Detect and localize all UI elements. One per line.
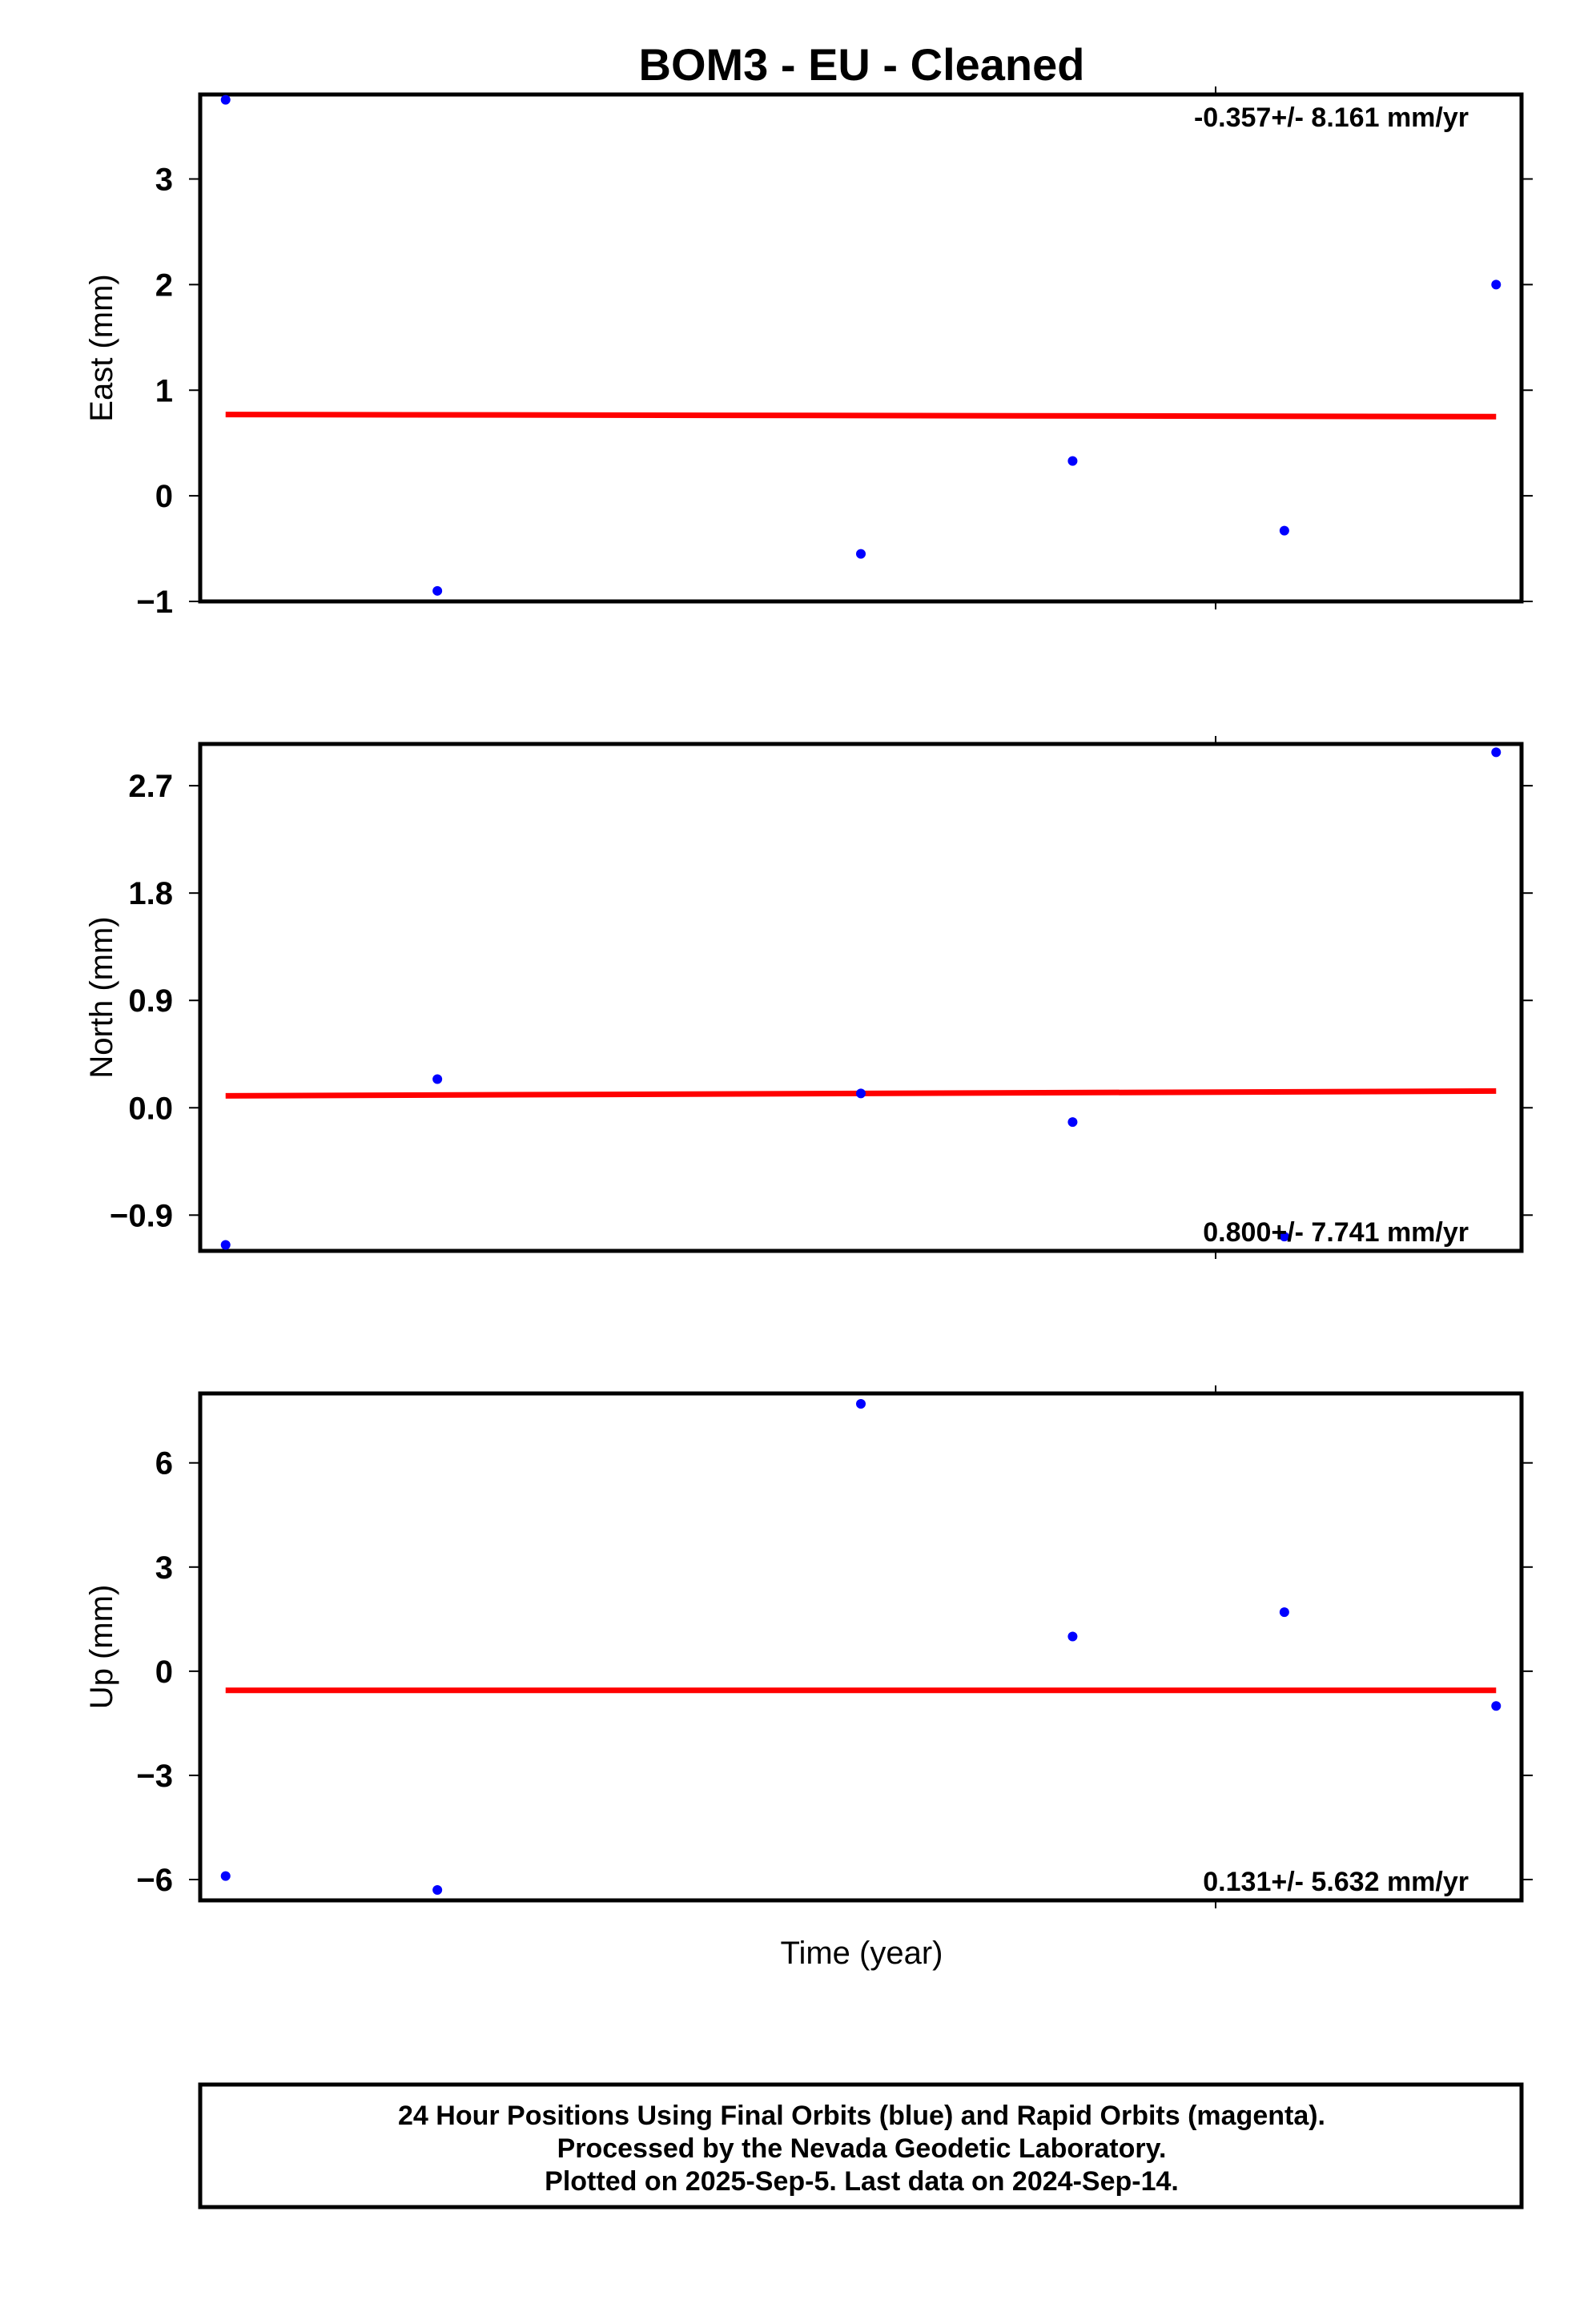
east-y-axis-label: East (mm): [84, 274, 119, 421]
footer-line-2: Processed by the Nevada Geodetic Laborat…: [557, 2133, 1167, 2164]
up-rate-annotation: 0.131+/- 5.632 mm/yr: [1203, 1867, 1469, 1897]
east-data-point: [1067, 456, 1078, 466]
east-data-point: [1279, 525, 1289, 536]
north-y-tick-label: 2.7: [128, 769, 173, 804]
east-y-tick-label: 1: [155, 373, 173, 408]
up-data-point: [1491, 1701, 1502, 1711]
north-y-tick-label: 1.8: [128, 876, 173, 911]
x-axis-label: Time (year): [781, 1936, 943, 1971]
north-y-axis-label: North (mm): [84, 916, 119, 1078]
north-data-point: [220, 1240, 231, 1250]
north-y-tick-label: 0.0: [128, 1091, 173, 1126]
up-y-tick-label: −6: [136, 1863, 173, 1898]
north-data-point: [1279, 1232, 1289, 1242]
up-y-axis-label: Up (mm): [84, 1585, 119, 1710]
footer-line-1: 24 Hour Positions Using Final Orbits (bl…: [398, 2101, 1325, 2131]
east-data-point: [432, 585, 443, 596]
up-data-point: [856, 1399, 866, 1409]
north-data-point: [1491, 747, 1502, 758]
up-y-tick-label: 0: [155, 1655, 173, 1690]
up-y-tick-label: −3: [136, 1759, 173, 1794]
up-data-point: [1067, 1631, 1078, 1642]
east-y-tick-label: 2: [155, 267, 173, 303]
footer-box: [198, 2082, 1524, 2209]
east-frame: [198, 92, 1524, 604]
north-y-tick-label: 0.9: [128, 983, 173, 1019]
up-data-point: [220, 1871, 231, 1881]
footer-line-3: Plotted on 2025-Sep-5. Last data on 2024…: [545, 2166, 1179, 2197]
east-trend-line: [225, 412, 1497, 420]
up-data-point: [1279, 1607, 1289, 1618]
east-rate-annotation: -0.357+/- 8.161 mm/yr: [1194, 103, 1469, 133]
east-y-tick-label: 0: [155, 479, 173, 514]
up-y-tick-label: 6: [155, 1446, 173, 1482]
north-frame: [198, 742, 1524, 1253]
north-rate-annotation: 0.800+/- 7.741 mm/yr: [1203, 1217, 1469, 1248]
up-panel: −6 −3 0 3 6 Up (mm) 0.131+/- 5.632 mm/yr: [84, 1385, 1533, 1908]
up-frame: [198, 1391, 1524, 1903]
figure-title: BOM3 - EU - Cleaned: [639, 39, 1085, 90]
north-data-point: [856, 1088, 866, 1099]
north-data-point: [1067, 1117, 1078, 1128]
east-data-point: [1491, 279, 1502, 290]
up-y-tick-label: 3: [155, 1550, 173, 1586]
north-panel: −0.9 0.0 0.9 1.8 2.7 North (mm) 0.800+/- 7.741…: [84, 736, 1533, 1259]
panels: −1 0 1 2 3 East (mm) -0.357+/- 8.161 mm/yr −0.9…: [84, 86, 1533, 1908]
east-y-tick-label: 3: [155, 163, 173, 198]
east-data-point: [220, 94, 231, 105]
up-data-point: [432, 1884, 443, 1895]
east-y-tick-label: −1: [136, 585, 173, 620]
east-data-point: [856, 549, 866, 559]
east-panel: −1 0 1 2 3 East (mm) -0.357+/- 8.161 mm/yr: [84, 86, 1533, 620]
north-data-point: [432, 1074, 443, 1084]
north-y-tick-label: −0.9: [110, 1198, 173, 1233]
